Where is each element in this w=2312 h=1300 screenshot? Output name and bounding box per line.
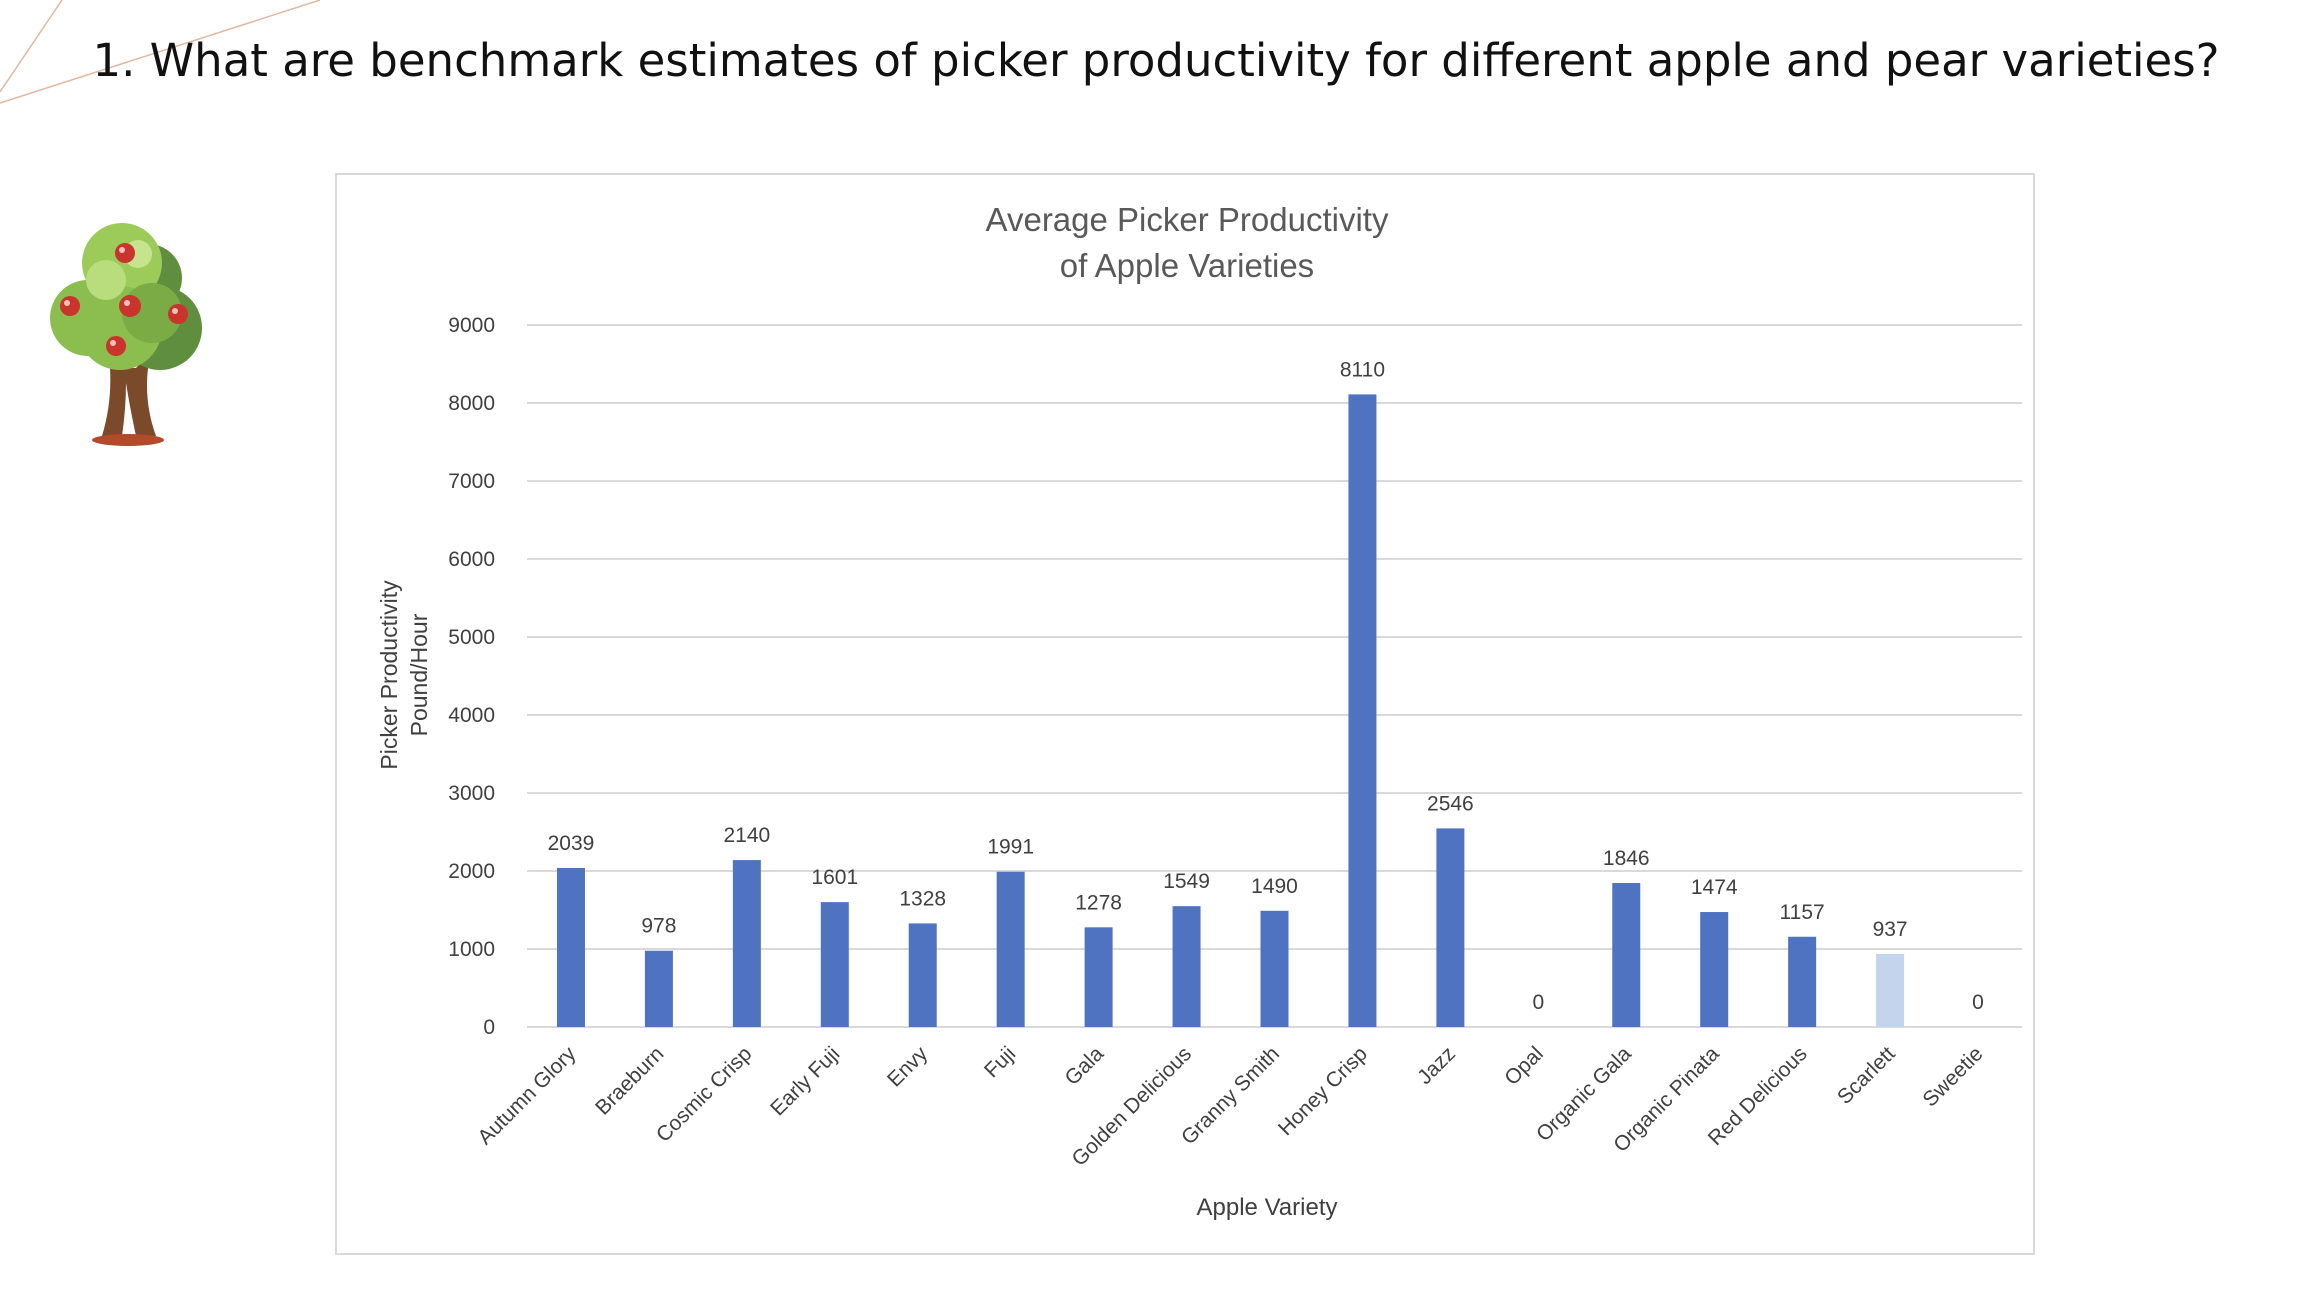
y-tick-label: 7000 bbox=[448, 470, 495, 493]
bar bbox=[556, 867, 585, 1027]
x-tick-label: Scarlett bbox=[1833, 1042, 1900, 1109]
bar bbox=[1612, 883, 1641, 1027]
x-tick-label: Early Fuji bbox=[766, 1042, 844, 1120]
y-tick-label: 4000 bbox=[448, 704, 495, 727]
y-axis-label-line-2: Pound/Hour bbox=[406, 613, 432, 736]
data-label: 1991 bbox=[987, 836, 1034, 859]
x-tick-label: Sweetie bbox=[1918, 1042, 1987, 1111]
data-label: 1490 bbox=[1251, 875, 1298, 898]
bar bbox=[996, 871, 1025, 1027]
bar bbox=[1172, 906, 1201, 1027]
y-tick-label: 8000 bbox=[448, 392, 495, 415]
data-label: 1278 bbox=[1075, 891, 1122, 914]
x-tick-label: Autumn Glory bbox=[473, 1042, 580, 1149]
chart-title-line-2: of Apple Varieties bbox=[1060, 247, 1314, 284]
data-label: 2546 bbox=[1427, 792, 1474, 815]
bar bbox=[1348, 394, 1377, 1027]
y-tick-label: 9000 bbox=[448, 314, 495, 337]
data-label: 978 bbox=[641, 915, 676, 938]
bar bbox=[644, 950, 673, 1027]
bar bbox=[1876, 953, 1905, 1027]
bar bbox=[1700, 912, 1729, 1027]
data-label: 1328 bbox=[899, 887, 946, 910]
x-tick-label: Braeburn bbox=[591, 1042, 668, 1119]
data-label: 1549 bbox=[1163, 870, 1210, 893]
data-label: 1157 bbox=[1780, 901, 1825, 924]
chart-frame: 0 1000 2000 3000 4000 5000 6000 7000 8000 9000 20… bbox=[335, 173, 2035, 1255]
x-axis-label: Apple Variety bbox=[1197, 1194, 1338, 1221]
bar bbox=[1084, 927, 1113, 1027]
bar bbox=[1788, 936, 1817, 1027]
bar bbox=[1260, 910, 1289, 1027]
y-tick-label: 5000 bbox=[448, 626, 495, 649]
x-tick-label: Fuji bbox=[980, 1042, 1020, 1082]
x-tick-label: Jazz bbox=[1413, 1042, 1460, 1089]
y-tick-label: 6000 bbox=[448, 548, 495, 571]
y-tick-label: 2000 bbox=[448, 860, 495, 883]
data-label: 2039 bbox=[548, 832, 595, 855]
data-label: 1601 bbox=[811, 866, 858, 889]
apple-tree-icon bbox=[50, 223, 202, 446]
data-label: 2140 bbox=[723, 824, 770, 847]
slide-title: 1. What are benchmark estimates of picke… bbox=[92, 34, 2220, 87]
y-tick-label: 1000 bbox=[448, 938, 495, 961]
data-label: 1474 bbox=[1691, 876, 1738, 899]
y-tick-label: 0 bbox=[483, 1016, 495, 1039]
data-label: 0 bbox=[1972, 991, 1984, 1014]
x-tick-label: Envy bbox=[883, 1042, 933, 1092]
y-axis-label-line-1: Picker Productivity bbox=[376, 580, 402, 770]
x-tick-label: Opal bbox=[1500, 1042, 1548, 1090]
data-label: 0 bbox=[1532, 991, 1544, 1014]
chart-title-line-1: Average Picker Productivity bbox=[986, 201, 1389, 238]
bar-chart: 0 1000 2000 3000 4000 5000 6000 7000 8000 9000 20… bbox=[376, 201, 2022, 1221]
data-label: 937 bbox=[1873, 918, 1908, 941]
data-label: 8110 bbox=[1340, 358, 1385, 381]
bar bbox=[1436, 828, 1465, 1027]
x-tick-label: Honey Crisp bbox=[1274, 1042, 1372, 1140]
corner-decoration-lines bbox=[0, 0, 321, 104]
bar bbox=[820, 902, 849, 1027]
bar bbox=[732, 860, 761, 1027]
y-tick-label: 3000 bbox=[448, 782, 495, 805]
x-tick-label: Gala bbox=[1061, 1042, 1109, 1090]
bar bbox=[908, 923, 937, 1027]
data-label: 1846 bbox=[1603, 847, 1650, 870]
